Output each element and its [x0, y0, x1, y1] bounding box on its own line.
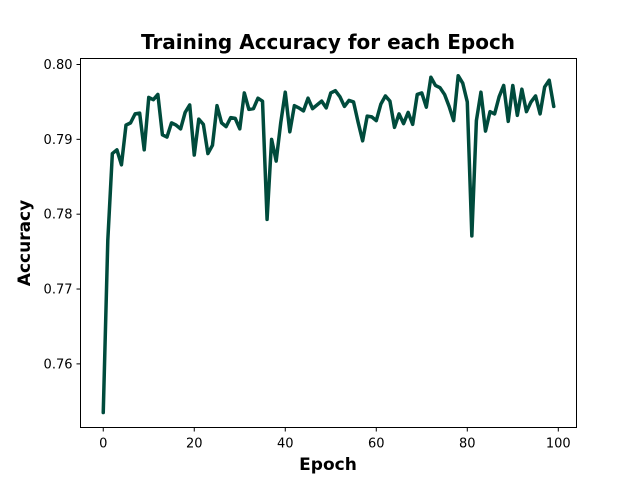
x-tick-label: 100	[546, 437, 571, 452]
x-tick-label: 40	[277, 437, 294, 452]
y-tick-label: 0.79	[44, 133, 73, 148]
y-tick-label: 0.76	[44, 357, 73, 372]
x-tick-label: 20	[186, 437, 203, 452]
x-tick-label: 0	[99, 437, 107, 452]
x-tick-label: 60	[368, 437, 385, 452]
y-tick-label: 0.78	[44, 208, 73, 223]
y-axis: 0.76 0.77 0.78 0.79 0.80	[44, 58, 81, 372]
plot-frame	[80, 58, 577, 428]
accuracy-series-line	[101, 73, 556, 415]
y-axis-label: Accuracy	[15, 200, 35, 286]
x-axis: 0 20 40 60 80 100	[99, 427, 571, 452]
x-axis-label: Epoch	[299, 455, 357, 475]
chart-title: Training Accuracy for each Epoch	[141, 30, 515, 54]
y-tick-label: 0.77	[44, 283, 73, 298]
y-tick-label: 0.80	[44, 58, 73, 73]
x-tick-label: 80	[459, 437, 476, 452]
